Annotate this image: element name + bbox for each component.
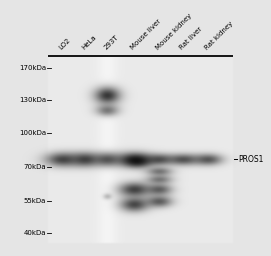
Text: HeLa: HeLa (81, 34, 98, 51)
Text: Mouse liver: Mouse liver (130, 18, 162, 51)
Text: 70kDa: 70kDa (23, 164, 46, 170)
Text: 293T: 293T (103, 34, 120, 51)
Text: Rat kidney: Rat kidney (204, 20, 234, 51)
Text: Mouse kidney: Mouse kidney (155, 13, 193, 51)
Text: 100kDa: 100kDa (19, 130, 46, 136)
Text: Rat liver: Rat liver (179, 26, 204, 51)
Text: PROS1: PROS1 (238, 155, 263, 164)
Text: 170kDa: 170kDa (19, 65, 46, 71)
Text: 40kDa: 40kDa (24, 230, 46, 236)
Text: 130kDa: 130kDa (19, 97, 46, 103)
Text: LO2: LO2 (58, 37, 72, 51)
Text: 55kDa: 55kDa (24, 198, 46, 204)
